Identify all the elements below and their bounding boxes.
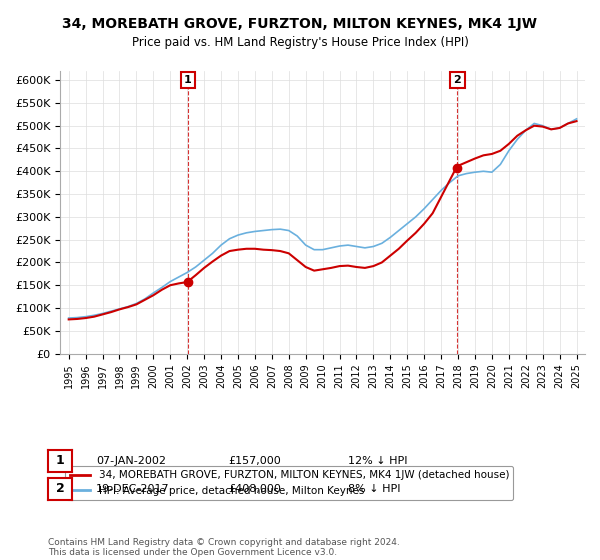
Text: Price paid vs. HM Land Registry's House Price Index (HPI): Price paid vs. HM Land Registry's House …: [131, 36, 469, 49]
Text: 07-JAN-2002: 07-JAN-2002: [96, 456, 166, 466]
Text: £157,000: £157,000: [228, 456, 281, 466]
Text: £408,000: £408,000: [228, 484, 281, 494]
Text: 1: 1: [56, 454, 64, 468]
Text: 1: 1: [184, 75, 192, 85]
Legend: 34, MOREBATH GROVE, FURZTON, MILTON KEYNES, MK4 1JW (detached house), HPI: Avera: 34, MOREBATH GROVE, FURZTON, MILTON KEYN…: [65, 466, 514, 500]
Text: 12% ↓ HPI: 12% ↓ HPI: [348, 456, 407, 466]
Text: 2: 2: [454, 75, 461, 85]
Text: 19-DEC-2017: 19-DEC-2017: [96, 484, 170, 494]
Text: 2: 2: [56, 482, 64, 496]
Text: 34, MOREBATH GROVE, FURZTON, MILTON KEYNES, MK4 1JW: 34, MOREBATH GROVE, FURZTON, MILTON KEYN…: [62, 17, 538, 31]
Text: Contains HM Land Registry data © Crown copyright and database right 2024.
This d: Contains HM Land Registry data © Crown c…: [48, 538, 400, 557]
Text: 8% ↓ HPI: 8% ↓ HPI: [348, 484, 401, 494]
